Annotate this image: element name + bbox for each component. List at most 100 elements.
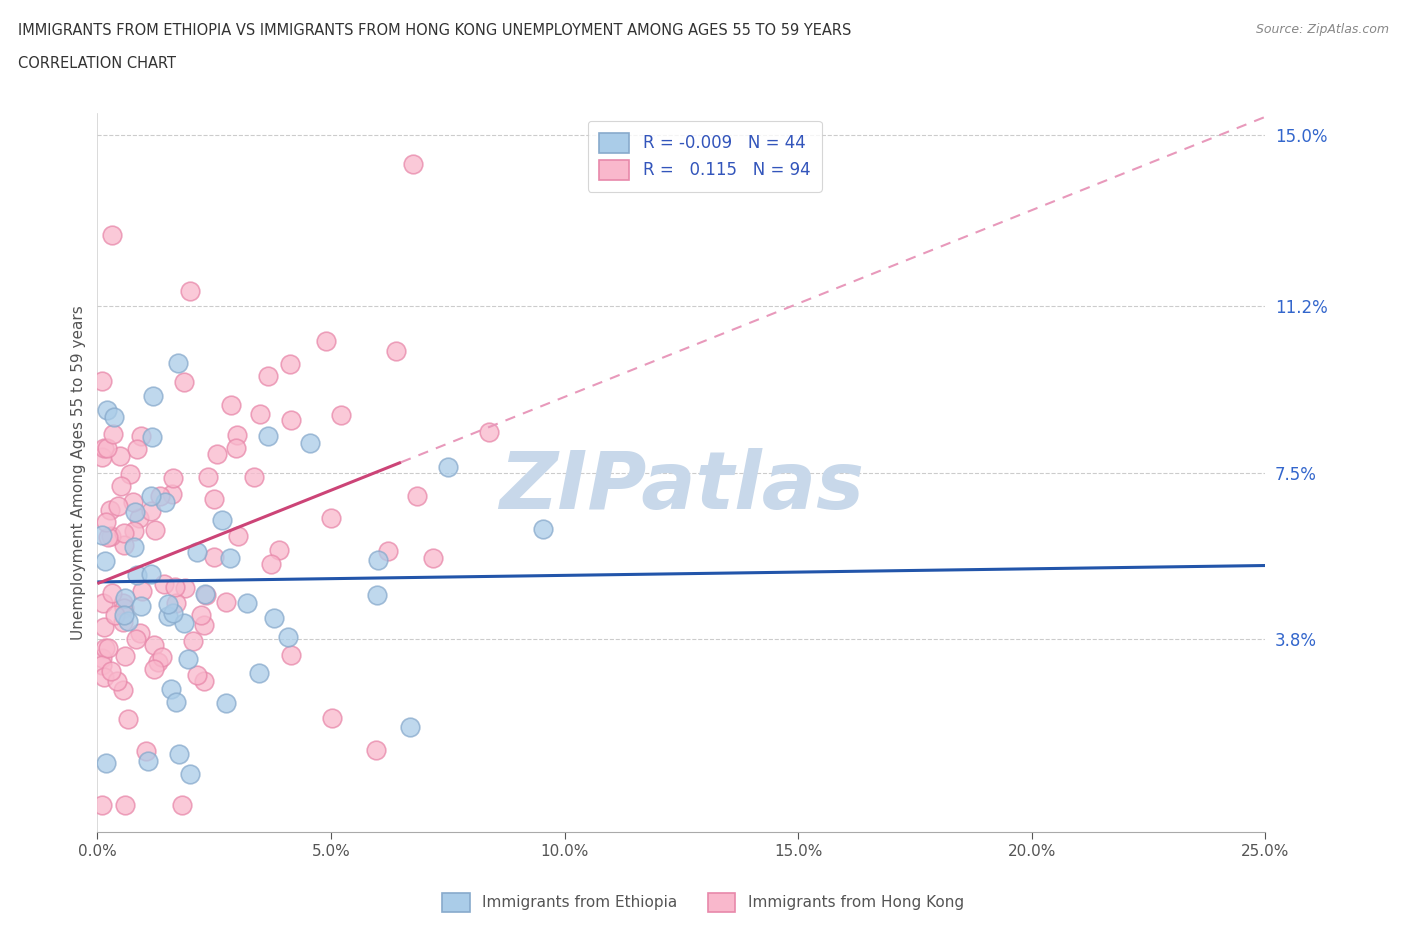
Point [142, 661, 165, 676]
Point [97, 530, 120, 545]
Point [236, 595, 259, 610]
Text: Source: ZipAtlas.com: Source: ZipAtlas.com [1256, 23, 1389, 36]
Point [91, 374, 114, 389]
Point [135, 744, 157, 759]
Point [186, 668, 208, 683]
Point [96, 441, 118, 456]
Point [141, 489, 163, 504]
Point [167, 747, 190, 762]
Point [176, 652, 198, 667]
Point [150, 649, 173, 664]
Point [153, 577, 176, 591]
Point [107, 498, 129, 513]
Point [165, 596, 187, 611]
Point [91, 595, 114, 610]
Point [162, 471, 184, 485]
Point [399, 720, 422, 735]
Point [91, 450, 114, 465]
Point [110, 449, 132, 464]
Point [114, 648, 136, 663]
Point [366, 588, 388, 603]
Point [179, 284, 201, 299]
Point [219, 551, 242, 565]
Point [377, 544, 399, 559]
Point [478, 424, 501, 439]
Point [117, 614, 139, 629]
Point [101, 427, 124, 442]
Point [167, 355, 190, 370]
Point [315, 333, 337, 348]
Point [436, 459, 458, 474]
Point [110, 478, 132, 493]
Point [364, 743, 387, 758]
Point [205, 446, 228, 461]
Point [181, 633, 204, 648]
Point [100, 228, 122, 243]
Point [124, 505, 146, 520]
Point [405, 488, 427, 503]
Point [131, 584, 153, 599]
Point [91, 528, 114, 543]
Point [129, 429, 152, 444]
Point [91, 651, 114, 666]
Point [165, 695, 187, 710]
Point [136, 753, 159, 768]
Point [120, 467, 142, 482]
Point [148, 655, 170, 670]
Point [128, 626, 150, 641]
Point [94, 514, 117, 529]
Point [173, 616, 195, 631]
Point [202, 550, 225, 565]
Point [319, 511, 342, 525]
Point [280, 647, 302, 662]
Point [257, 429, 280, 444]
Point [160, 682, 183, 697]
Point [127, 441, 149, 456]
Point [122, 494, 145, 509]
Point [100, 529, 122, 544]
Point [156, 597, 179, 612]
Point [143, 522, 166, 537]
Text: ZIPatlas: ZIPatlas [499, 448, 863, 526]
Point [122, 524, 145, 538]
Point [142, 638, 165, 653]
Point [173, 375, 195, 390]
Point [111, 615, 134, 630]
Point [211, 512, 233, 527]
Point [114, 798, 136, 813]
Point [531, 522, 554, 537]
Point [112, 607, 135, 622]
Point [186, 545, 208, 560]
Point [226, 428, 249, 443]
Point [367, 552, 389, 567]
Point [117, 711, 139, 726]
Point [401, 156, 423, 171]
Point [93, 441, 115, 456]
Point [219, 397, 242, 412]
Point [179, 766, 201, 781]
Point [128, 512, 150, 526]
Point [225, 441, 247, 456]
Point [249, 406, 271, 421]
Point [93, 640, 115, 655]
Point [112, 525, 135, 540]
Point [280, 413, 302, 428]
Point [226, 529, 249, 544]
Point [122, 539, 145, 554]
Point [149, 488, 172, 503]
Point [163, 579, 186, 594]
Point [162, 605, 184, 620]
Point [193, 587, 215, 602]
Point [190, 608, 212, 623]
Legend: Immigrants from Ethiopia, Immigrants from Hong Kong: Immigrants from Ethiopia, Immigrants fro… [436, 887, 970, 918]
Point [269, 543, 291, 558]
Point [249, 666, 271, 681]
Point [104, 607, 127, 622]
Point [298, 435, 321, 450]
Point [257, 369, 280, 384]
Point [111, 596, 134, 611]
Point [96, 403, 118, 418]
Point [263, 610, 285, 625]
Point [114, 591, 136, 605]
Text: IMMIGRANTS FROM ETHIOPIA VS IMMIGRANTS FROM HONG KONG UNEMPLOYMENT AMONG AGES 55: IMMIGRANTS FROM ETHIOPIA VS IMMIGRANTS F… [18, 23, 852, 38]
